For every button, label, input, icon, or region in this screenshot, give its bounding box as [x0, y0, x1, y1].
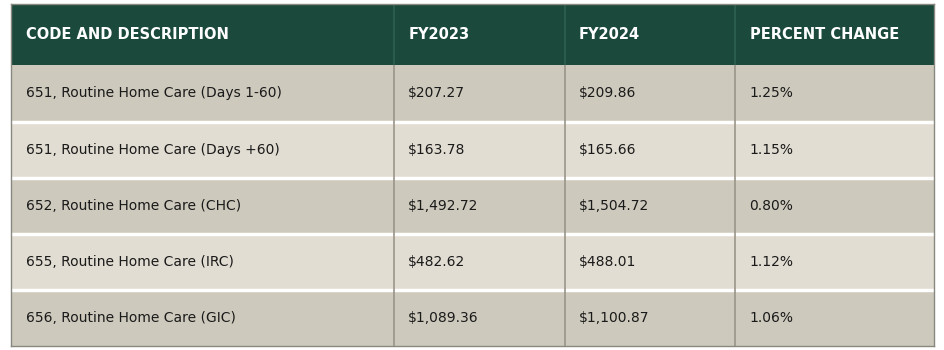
- Text: $488.01: $488.01: [579, 255, 635, 269]
- Text: 651, Routine Home Care (Days +60): 651, Routine Home Care (Days +60): [25, 142, 279, 156]
- Text: PERCENT CHANGE: PERCENT CHANGE: [749, 27, 898, 42]
- Text: 655, Routine Home Care (IRC): 655, Routine Home Care (IRC): [25, 255, 233, 269]
- Text: $482.62: $482.62: [408, 255, 465, 269]
- Text: CODE AND DESCRIPTION: CODE AND DESCRIPTION: [25, 27, 228, 42]
- Text: $207.27: $207.27: [408, 86, 464, 100]
- Bar: [11, 290, 933, 346]
- Text: FY2024: FY2024: [579, 27, 639, 42]
- Text: $1,089.36: $1,089.36: [408, 311, 479, 325]
- Text: FY2023: FY2023: [408, 27, 469, 42]
- Bar: [11, 121, 933, 177]
- Bar: [11, 4, 933, 65]
- Text: 1.25%: 1.25%: [749, 86, 793, 100]
- Text: $165.66: $165.66: [579, 142, 635, 156]
- Text: $209.86: $209.86: [579, 86, 635, 100]
- Text: 1.12%: 1.12%: [749, 255, 793, 269]
- Text: 1.15%: 1.15%: [749, 142, 793, 156]
- Text: 656, Routine Home Care (GIC): 656, Routine Home Care (GIC): [25, 311, 235, 325]
- Text: 651, Routine Home Care (Days 1-60): 651, Routine Home Care (Days 1-60): [25, 86, 281, 100]
- Text: $1,504.72: $1,504.72: [579, 199, 649, 212]
- Bar: [11, 65, 933, 121]
- Text: 652, Routine Home Care (CHC): 652, Routine Home Care (CHC): [25, 199, 241, 212]
- Text: $1,492.72: $1,492.72: [408, 199, 479, 212]
- Text: $1,100.87: $1,100.87: [579, 311, 649, 325]
- Text: $163.78: $163.78: [408, 142, 465, 156]
- Bar: [11, 177, 933, 234]
- Text: 0.80%: 0.80%: [749, 199, 793, 212]
- Bar: [11, 234, 933, 290]
- Text: 1.06%: 1.06%: [749, 311, 793, 325]
